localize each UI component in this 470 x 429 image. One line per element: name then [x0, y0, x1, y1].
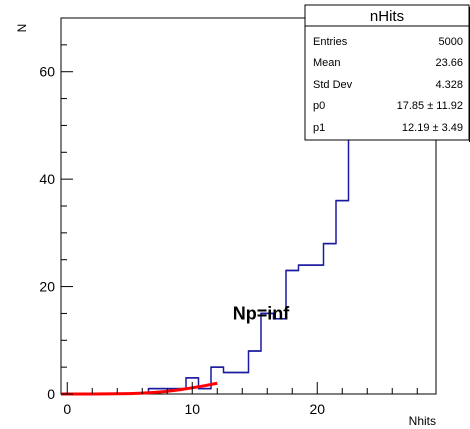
- x-tick-label: 10: [184, 401, 200, 417]
- stats-box-frame: [304, 4, 470, 141]
- y-tick-label: 40: [39, 171, 55, 187]
- x-tick-label: 0: [63, 401, 71, 417]
- x-axis: 0 10 20: [63, 382, 418, 417]
- stats-value-p1: 12.19 ± 3.49: [402, 122, 463, 134]
- x-axis-title: Nhits: [409, 414, 436, 428]
- histogram-outline: [147, 124, 374, 394]
- stats-label-stddev: Std Dev: [313, 79, 353, 91]
- stats-label-p0: p0: [313, 100, 325, 112]
- stats-box-title: nHits: [370, 8, 404, 25]
- stats-value-p0: 17.85 ± 11.92: [397, 100, 463, 112]
- y-axis: 0 20 40 60: [39, 17, 73, 402]
- y-axis-title: N: [15, 24, 29, 33]
- stats-value-stddev: 4.328: [435, 79, 463, 91]
- stats-label-p1: p1: [313, 122, 325, 134]
- y-tick-label: 60: [39, 64, 55, 80]
- y-tick-label: 20: [39, 279, 55, 295]
- annotation-label: Np=inf: [233, 303, 291, 323]
- stats-label-entries: Entries: [313, 36, 348, 48]
- x-tick-label: 20: [309, 401, 325, 417]
- stats-value-mean: 23.66: [435, 57, 463, 69]
- stats-box: nHits Entries 5000 Mean 23.66 Std Dev 4.…: [304, 4, 470, 142]
- y-tick-label: 0: [47, 386, 55, 402]
- stats-label-mean: Mean: [313, 57, 341, 69]
- stats-value-entries: 5000: [439, 36, 463, 48]
